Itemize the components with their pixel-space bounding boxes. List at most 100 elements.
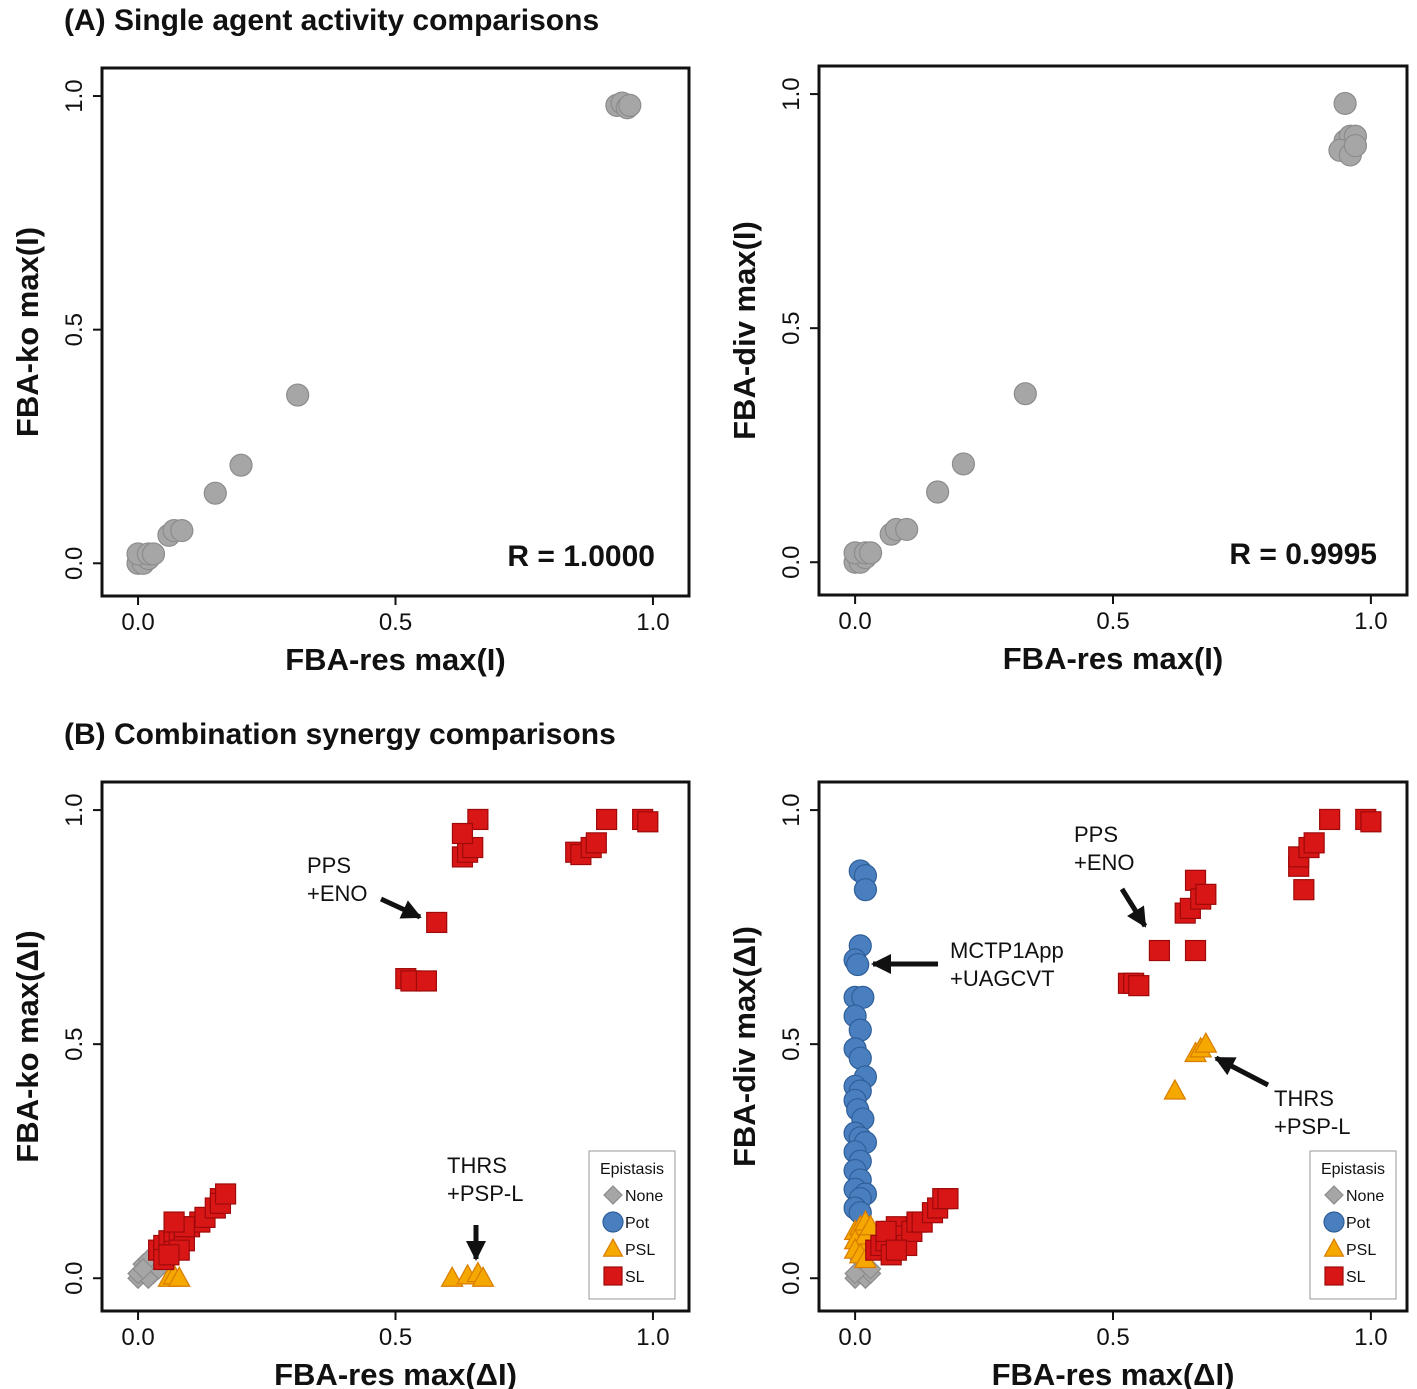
- data-point-single: [170, 518, 194, 543]
- data-point-sl: [163, 1211, 185, 1233]
- data-point-single: [1013, 382, 1037, 406]
- x-tick-label: 0.0: [838, 1324, 871, 1351]
- plot-frame: [100, 66, 691, 598]
- data-point-single: [141, 542, 166, 566]
- legend-marker-none: [603, 1185, 623, 1205]
- legend-label-none: None: [625, 1188, 663, 1205]
- y-axis-label: FBA-div max(I): [727, 221, 762, 440]
- x-axis-label: FBA-res max(ΔI): [274, 1357, 517, 1389]
- x-tick-label: 0.5: [379, 1324, 412, 1351]
- callout-label: PPS +ENO: [1074, 822, 1135, 875]
- legend-label-pot: Pot: [625, 1215, 650, 1232]
- legend-marker-sl: [1324, 1266, 1344, 1286]
- legend-marker-pot: [602, 1211, 624, 1233]
- callout-label: MCTP1App +UAGCVT: [950, 938, 1064, 991]
- legend-label-pot: Pot: [1346, 1215, 1371, 1232]
- data-point-sl: [637, 811, 659, 833]
- legend: Epistasis None Pot PSL SL: [588, 1150, 676, 1300]
- y-tick-label: 0.5: [778, 311, 805, 344]
- legend-title: Epistasis: [1321, 1161, 1385, 1178]
- y-tick-label: 0.0: [778, 1262, 805, 1295]
- data-point-single: [951, 452, 976, 476]
- data-point-sl: [1319, 808, 1341, 831]
- data-point-none: [132, 1258, 155, 1280]
- data-point-sl: [1148, 939, 1171, 962]
- plot-frame: [817, 64, 1409, 597]
- callout-arrow: [1119, 887, 1148, 928]
- data-point-sl: [937, 1188, 959, 1210]
- y-axis-label: FBA-ko max(I): [10, 227, 45, 437]
- legend: Epistasis None Pot PSL SL: [1309, 1150, 1397, 1300]
- panel-a-heading: (A) Single agent activity comparisons: [64, 4, 600, 37]
- data-point-psl: [1194, 1031, 1218, 1053]
- scatter-panel-1: 0.0 0.5 1.0 0.0 0.5 1.0 FBA-res max(I) FBA-ko m…: [10, 66, 691, 677]
- data-point-sl: [1195, 883, 1217, 905]
- x-tick-label: 0.0: [121, 609, 154, 636]
- data-point-single: [1343, 133, 1368, 158]
- x-tick-label: 0.5: [379, 609, 412, 636]
- data-point-single: [1333, 91, 1357, 116]
- x-tick-label: 1.0: [1354, 608, 1387, 635]
- data-point-sl: [585, 832, 607, 854]
- callout-label: PPS +ENO: [307, 853, 368, 906]
- data-point-single: [203, 481, 227, 505]
- callout-label: THRS +PSP-L: [1274, 1086, 1350, 1139]
- data-point-sl: [158, 1244, 180, 1266]
- y-tick-label: 1.0: [61, 793, 88, 826]
- y-tick-label: 0.5: [61, 1027, 88, 1060]
- callout-arrow: [379, 896, 422, 920]
- x-tick-label: 0.0: [121, 1324, 154, 1351]
- data-point-sl: [426, 911, 448, 934]
- data-point-single: [286, 383, 310, 407]
- legend-marker-pot: [1323, 1211, 1345, 1233]
- data-point-pot: [853, 878, 878, 902]
- data-point-single: [618, 93, 642, 117]
- x-tick-label: 0.5: [1096, 608, 1129, 635]
- x-axis-label: FBA-res max(ΔI): [992, 1357, 1235, 1389]
- y-tick-label: 1.0: [778, 793, 805, 826]
- y-axis-label: FBA-div max(ΔI): [727, 926, 762, 1167]
- data-point-sl: [1360, 811, 1382, 833]
- data-point-sl: [214, 1183, 237, 1205]
- legend-label-psl: PSL: [1346, 1242, 1376, 1259]
- data-point-sl: [875, 1220, 897, 1243]
- data-point-sl: [596, 808, 618, 831]
- y-tick-label: 1.0: [61, 79, 88, 112]
- x-tick-label: 0.0: [838, 608, 871, 635]
- legend-marker-sl: [603, 1266, 623, 1286]
- legend-label-psl: PSL: [625, 1242, 655, 1259]
- data-point-sl: [885, 1239, 907, 1261]
- data-point-single: [229, 453, 253, 477]
- data-point-sl: [415, 970, 437, 992]
- data-point-pot: [846, 952, 870, 977]
- legend-marker-psl: [602, 1237, 624, 1257]
- data-point-sl: [1184, 939, 1207, 962]
- scatter-panel-2: 0.0 0.5 1.0 0.0 0.5 1.0 FBA-res max(I) FBA-div …: [727, 64, 1409, 676]
- scatter-panel-4: 0.0 0.5 1.0 0.0 0.5 1.0 FBA-res max(ΔI) FBA-div…: [727, 780, 1409, 1389]
- data-point-single: [858, 541, 883, 565]
- legend-label-none: None: [1346, 1188, 1384, 1205]
- callout-arrow: [1214, 1055, 1270, 1088]
- scatter-panel-3: 0.0 0.5 1.0 0.0 0.5 1.0 FBA-res max(ΔI) FBA-ko …: [10, 780, 691, 1389]
- legend-title: Epistasis: [600, 1161, 664, 1178]
- x-tick-label: 1.0: [636, 609, 669, 636]
- data-point-sl: [1128, 975, 1150, 997]
- x-tick-label: 1.0: [636, 1324, 669, 1351]
- data-point-psl: [471, 1265, 495, 1287]
- data-point-psl: [1163, 1078, 1187, 1100]
- x-axis-label: FBA-res max(I): [1003, 641, 1224, 676]
- legend-label-sl: SL: [1346, 1269, 1366, 1286]
- callout-label: THRS +PSP-L: [447, 1153, 523, 1206]
- data-point-single: [895, 517, 919, 542]
- y-axis-label: FBA-ko max(ΔI): [10, 930, 45, 1162]
- data-point-psl: [440, 1265, 464, 1287]
- y-tick-label: 0.0: [778, 546, 805, 579]
- y-tick-label: 0.5: [778, 1027, 805, 1060]
- x-tick-label: 1.0: [1354, 1324, 1387, 1351]
- x-axis-label: FBA-res max(I): [285, 642, 506, 677]
- data-point-sl: [451, 822, 474, 845]
- x-tick-label: 0.5: [1096, 1324, 1129, 1351]
- legend-marker-none: [1324, 1185, 1344, 1205]
- correlation-label: R = 0.9995: [1229, 538, 1377, 571]
